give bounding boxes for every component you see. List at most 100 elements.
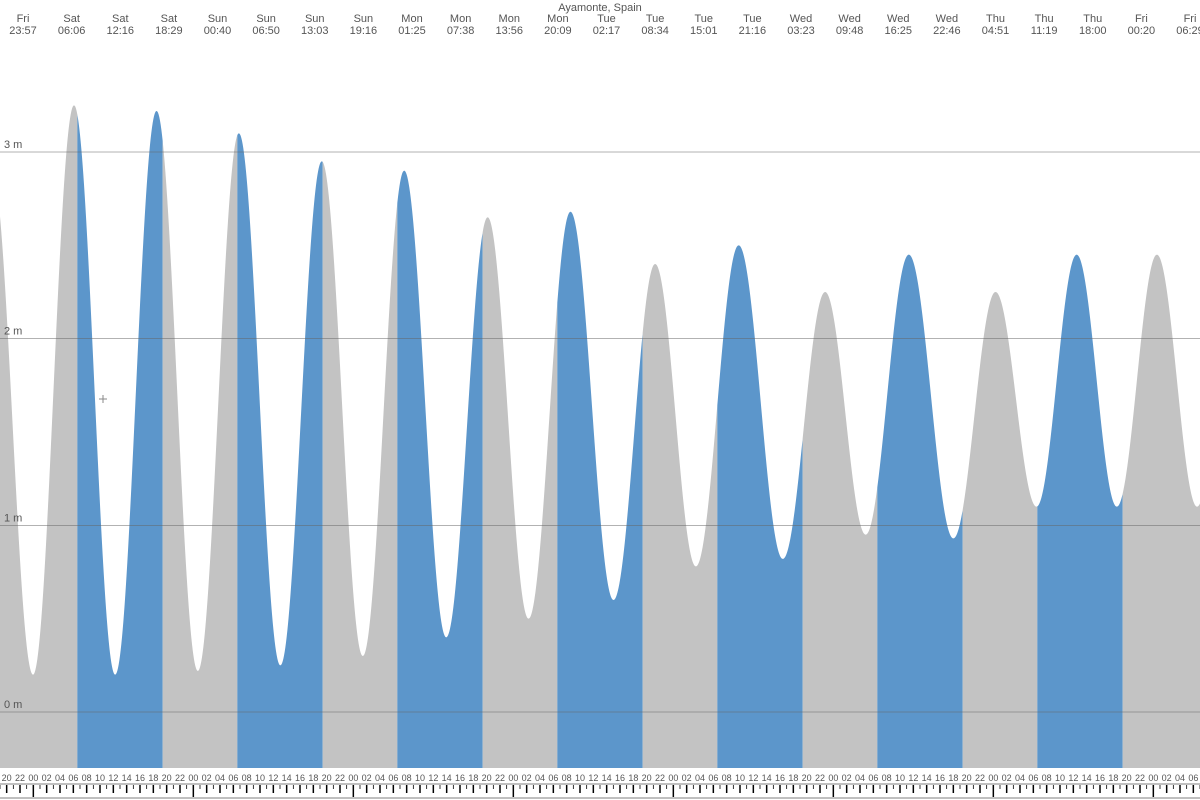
head-label-time: 16:25 [884, 25, 912, 37]
x-axis-label: 20 [1122, 773, 1132, 783]
x-axis-label: 10 [895, 773, 905, 783]
tide-area-day [397, 171, 482, 768]
x-axis-label: 00 [828, 773, 838, 783]
y-axis-label: 3 m [4, 139, 22, 151]
head-label-time: 01:25 [398, 25, 426, 37]
x-axis-label: 18 [1108, 773, 1118, 783]
head-label-time: 18:00 [1079, 25, 1107, 37]
x-axis-label: 04 [535, 773, 545, 783]
x-axis-label: 22 [655, 773, 665, 783]
x-axis-label: 18 [308, 773, 318, 783]
x-axis-label: 16 [1095, 773, 1105, 783]
x-axis-label: 08 [1042, 773, 1052, 783]
head-label-time: 18:29 [155, 25, 183, 37]
x-axis-label: 04 [695, 773, 705, 783]
x-axis-label: 06 [548, 773, 558, 783]
x-axis-label: 18 [788, 773, 798, 783]
x-axis-label: 16 [135, 773, 145, 783]
x-axis-label: 12 [588, 773, 598, 783]
head-label-time: 20:09 [544, 25, 572, 37]
head-label-day: Fri [1184, 13, 1197, 25]
x-axis-label: 02 [1002, 773, 1012, 783]
x-axis-label: 06 [228, 773, 238, 783]
x-axis-label: 22 [975, 773, 985, 783]
tide-area-night [1123, 255, 1200, 768]
head-label-day: Sun [208, 13, 228, 25]
head-label-day: Sat [112, 13, 129, 25]
head-label-day: Tue [694, 13, 713, 25]
x-axis-label: 08 [562, 773, 572, 783]
head-label-day: Thu [1035, 13, 1054, 25]
x-axis-label: 06 [1028, 773, 1038, 783]
head-label-time: 03:23 [787, 25, 815, 37]
x-axis-label: 20 [2, 773, 12, 783]
head-label-day: Tue [646, 13, 665, 25]
x-axis-label: 04 [1015, 773, 1025, 783]
head-label-day: Thu [1083, 13, 1102, 25]
x-axis-label: 00 [1148, 773, 1158, 783]
head-label-time: 06:50 [252, 25, 280, 37]
tide-area-night [0, 105, 77, 768]
tide-area-night [163, 135, 238, 768]
x-axis-label: 20 [162, 773, 172, 783]
x-axis-label: 04 [215, 773, 225, 783]
x-axis-label: 08 [82, 773, 92, 783]
x-axis-label: 14 [122, 773, 132, 783]
x-axis-label: 12 [748, 773, 758, 783]
x-axis-label: 20 [962, 773, 972, 783]
tide-area-night [643, 264, 718, 768]
head-label-day: Mon [450, 13, 471, 25]
head-label-time: 09:48 [836, 25, 864, 37]
head-label-time: 02:17 [593, 25, 621, 37]
x-axis-label: 14 [282, 773, 292, 783]
x-axis-label: 08 [402, 773, 412, 783]
x-axis-label: 10 [1055, 773, 1065, 783]
head-label-day: Sat [161, 13, 178, 25]
x-axis-label: 14 [922, 773, 932, 783]
x-axis-label: 02 [42, 773, 52, 783]
tide-area-day [1037, 255, 1122, 768]
head-label-time: 12:16 [106, 25, 134, 37]
head-label-time: 06:29 [1176, 25, 1200, 37]
head-label-time: 13:03 [301, 25, 329, 37]
head-label-time: 06:06 [58, 25, 86, 37]
x-axis-label: 16 [615, 773, 625, 783]
head-label-day: Mon [401, 13, 422, 25]
head-label-day: Wed [790, 13, 812, 25]
x-axis-label: 06 [388, 773, 398, 783]
head-label-time: 00:20 [1128, 25, 1156, 37]
head-label-time: 22:46 [933, 25, 961, 37]
x-axis-label: 00 [188, 773, 198, 783]
x-axis-label: 02 [202, 773, 212, 783]
x-axis-label: 06 [1188, 773, 1198, 783]
head-label-time: 21:16 [739, 25, 767, 37]
x-axis-label: 18 [948, 773, 958, 783]
x-axis-label: 06 [708, 773, 718, 783]
x-axis-label: 04 [375, 773, 385, 783]
x-axis-label: 02 [842, 773, 852, 783]
y-axis-label: 2 m [4, 326, 22, 338]
head-label-day: Mon [547, 13, 568, 25]
x-axis-label: 04 [855, 773, 865, 783]
x-axis-label: 10 [575, 773, 585, 783]
x-axis-label: 08 [722, 773, 732, 783]
x-axis-label: 16 [455, 773, 465, 783]
head-label-day: Sun [256, 13, 276, 25]
x-axis-label: 10 [415, 773, 425, 783]
x-axis-label: 22 [495, 773, 505, 783]
x-axis-label: 12 [1068, 773, 1078, 783]
tide-area-night [803, 292, 878, 768]
x-axis-label: 18 [148, 773, 158, 783]
x-axis-label: 00 [988, 773, 998, 783]
x-axis-label: 16 [935, 773, 945, 783]
x-axis-label: 10 [255, 773, 265, 783]
y-axis-label: 0 m [4, 699, 22, 711]
head-label-day: Sun [305, 13, 325, 25]
x-axis-label: 20 [802, 773, 812, 783]
tide-chart: 0 m1 m2 m3 mAyamonte, SpainFri23:57Sat06… [0, 0, 1200, 800]
tide-area-day [557, 212, 642, 768]
tide-area-night [483, 217, 558, 768]
head-label-day: Sat [63, 13, 80, 25]
tide-area-night [963, 292, 1038, 768]
x-axis-label: 00 [28, 773, 38, 783]
